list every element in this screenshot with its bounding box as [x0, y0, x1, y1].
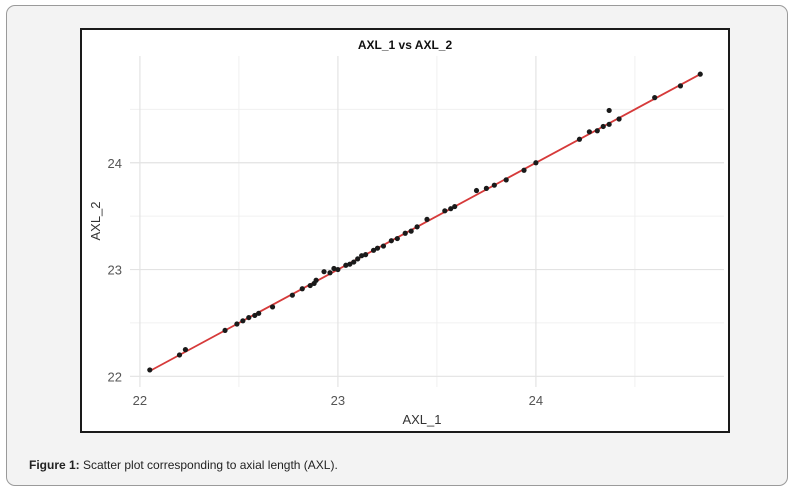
scatter-chart: 22 23 24 22 23 24 AXL_1 vs AXL_2 AXL_1 AXL_2: [88, 38, 724, 427]
data-point: [677, 83, 684, 89]
data-point: [269, 304, 276, 310]
data-point: [327, 270, 333, 276]
y-tick-label: 22: [108, 369, 122, 384]
data-point: [448, 206, 454, 212]
data-point: [370, 247, 377, 253]
x-axis-label: AXL_1: [402, 412, 441, 427]
data-point: [424, 216, 430, 222]
data-point: [355, 256, 361, 262]
data-point: [331, 265, 337, 272]
data-point: [234, 321, 240, 327]
x-tick-label: 24: [529, 393, 543, 408]
x-tick-label: 22: [133, 393, 147, 408]
data-point: [335, 266, 341, 273]
data-point: [289, 292, 295, 298]
data-point: [452, 203, 458, 210]
data-point: [374, 245, 381, 251]
data-point: [402, 230, 408, 236]
data-point: [394, 235, 400, 242]
data-point: [359, 253, 365, 259]
data-point: [652, 95, 658, 101]
y-tick-label: 24: [108, 156, 122, 171]
data-point: [380, 243, 387, 249]
data-point: [576, 136, 583, 142]
caption-label: Figure 1:: [29, 458, 80, 472]
data-point: [343, 262, 349, 268]
data-point: [299, 286, 305, 292]
data-point: [182, 347, 189, 353]
y-tick-label: 23: [108, 263, 122, 278]
data-point: [222, 327, 228, 334]
data-point: [606, 121, 612, 127]
data-point: [313, 277, 319, 283]
data-point: [521, 167, 527, 173]
data-point: [442, 208, 448, 214]
data-point: [594, 128, 600, 134]
y-axis-label: AXL_2: [88, 201, 103, 240]
data-point: [483, 185, 489, 191]
x-tick-label: 23: [331, 393, 345, 408]
data-point: [252, 312, 258, 319]
data-point: [408, 228, 414, 234]
data-point: [616, 116, 622, 122]
data-point: [240, 318, 246, 324]
caption-text: Scatter plot corresponding to axial leng…: [79, 458, 338, 472]
data-point: [321, 269, 327, 275]
data-point: [533, 160, 539, 166]
data-point: [256, 310, 262, 316]
data-point: [351, 259, 357, 265]
data-point: [600, 123, 606, 130]
data-point: [147, 367, 153, 373]
data-point: [176, 352, 183, 358]
figure-caption: Figure 1: Scatter plot corresponding to …: [29, 458, 338, 472]
data-point: [307, 282, 313, 289]
chart-title: AXL_1 vs AXL_2: [358, 38, 453, 52]
data-point: [586, 129, 592, 135]
plot-frame: 22 23 24 22 23 24 AXL_1 vs AXL_2 AXL_1 AXL_2: [80, 28, 730, 433]
data-point: [606, 107, 612, 114]
data-point: [347, 261, 353, 267]
data-point: [246, 314, 252, 321]
data-point: [697, 71, 703, 77]
data-point: [414, 224, 420, 230]
data-point: [363, 252, 369, 258]
data-point: [388, 238, 394, 244]
data-point: [503, 177, 509, 183]
data-point: [473, 187, 480, 194]
data-point: [491, 182, 497, 188]
figure-container: 22 23 24 22 23 24 AXL_1 vs AXL_2 AXL_1 AXL_2 Fig…: [6, 5, 788, 486]
